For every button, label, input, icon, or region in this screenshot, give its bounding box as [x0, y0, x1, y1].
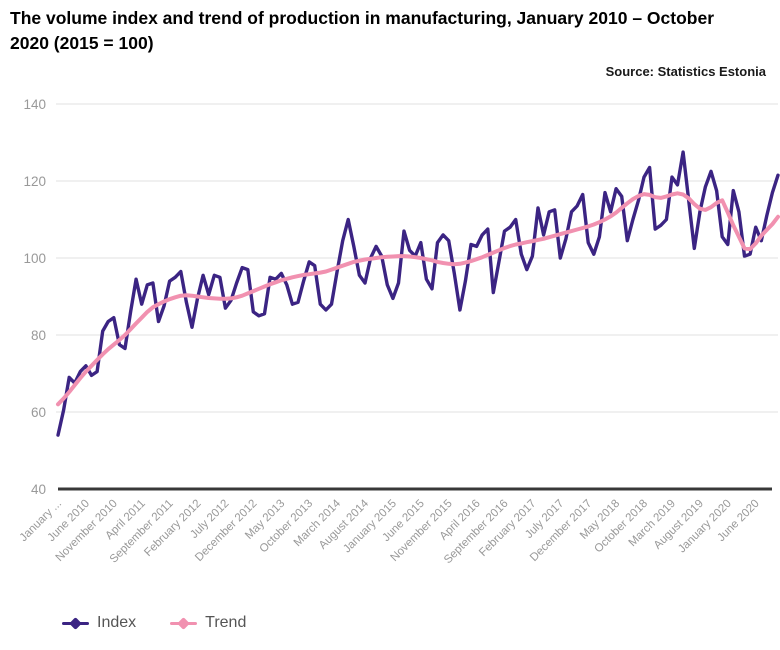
y-axis-tick-label: 60: [31, 405, 46, 420]
index-series-marker-icon: [62, 616, 89, 630]
y-axis-tick-label: 80: [31, 328, 46, 343]
chart-legend: Index Trend: [62, 614, 246, 632]
legend-item-index[interactable]: Index: [62, 614, 136, 632]
y-axis-tick-label: 40: [31, 482, 46, 497]
y-axis-tick-label: 120: [23, 174, 46, 189]
trend-series-line[interactable]: [56, 191, 780, 407]
legend-item-trend[interactable]: Trend: [170, 614, 246, 632]
chart-title: The volume index and trend of production…: [10, 8, 715, 54]
index-series-line[interactable]: [56, 150, 780, 437]
source-credit: Source: Statistics Estonia: [605, 64, 766, 79]
legend-label-index: Index: [97, 614, 137, 631]
y-axis-tick-label: 100: [23, 251, 46, 266]
trend-series-marker-icon: [170, 616, 198, 630]
legend-label-trend: Trend: [205, 614, 247, 631]
y-axis-tick-label: 140: [23, 97, 46, 112]
